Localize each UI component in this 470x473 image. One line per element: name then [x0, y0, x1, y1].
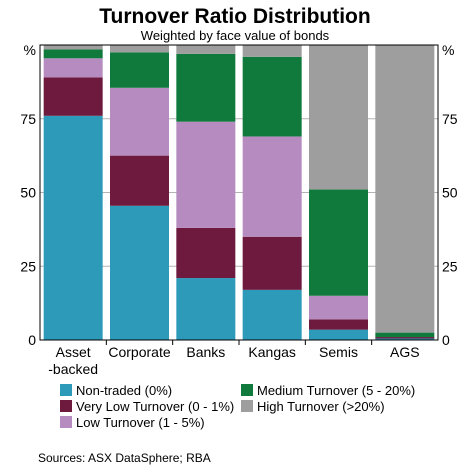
bar-segment [110, 52, 169, 88]
bar-segment [110, 155, 169, 206]
x-category-label: Corporate [108, 344, 170, 360]
bar-segment [375, 45, 435, 333]
y-tick-label-left: 75 [20, 111, 36, 127]
legend-label: Medium Turnover (5 - 20%) [257, 383, 415, 398]
y-tick-label-right: 25 [442, 258, 458, 274]
legend-swatch [60, 384, 72, 396]
legend: Non-traded (0%)Very Low Turnover (0 - 1%… [60, 383, 415, 430]
x-category-label: AGS [390, 344, 420, 360]
bar-segment [309, 329, 368, 340]
y-tick-label-left: 25 [20, 258, 36, 274]
y-tick-label-left: 50 [20, 185, 36, 201]
bar-segment [309, 319, 368, 330]
y-tick-label-right: 0 [442, 332, 450, 348]
bar-segment [309, 189, 368, 296]
legend-label: Low Turnover (1 - 5%) [76, 415, 205, 430]
bar-segment [242, 56, 302, 137]
legend-label: High Turnover (>20%) [257, 399, 385, 414]
legend-swatch [60, 416, 72, 428]
bar-segment [375, 338, 435, 340]
bar-segment [309, 45, 368, 190]
bar-segment [375, 337, 435, 339]
bar-segment [110, 87, 169, 156]
bar-segment [43, 58, 103, 78]
bars [43, 45, 435, 340]
y-tick-label-left: 0 [28, 332, 36, 348]
x-category-label: Semis [319, 344, 358, 360]
bar-segment [242, 236, 302, 290]
x-category-label: Banks [186, 344, 225, 360]
axes: 0 0 25 25 50 50 75 75% % Asset-backed Corporate Ban… [20, 42, 457, 377]
y-unit-left: % [24, 42, 36, 58]
source-note: Sources: ASX DataSphere; RBA [38, 451, 211, 465]
y-tick-label-right: 75 [442, 111, 458, 127]
legend-label: Non-traded (0%) [76, 383, 172, 398]
bar-segment [176, 278, 236, 340]
bar-segment [110, 205, 169, 340]
x-category-label: Kangas [248, 344, 295, 360]
bar-segment [43, 115, 103, 340]
bar-segment [242, 136, 302, 237]
bar-segment [309, 295, 368, 320]
x-category-label: -backed [48, 361, 98, 377]
bar-segment [43, 77, 103, 116]
legend-swatch [60, 400, 72, 412]
bar-segment [242, 289, 302, 340]
bar-segment [375, 332, 435, 338]
y-unit-right: % [442, 42, 454, 58]
x-category-label: Asset [56, 344, 91, 360]
bar-segment [43, 45, 103, 50]
bar-segment [176, 45, 236, 54]
bar-segment [176, 227, 236, 279]
legend-label: Very Low Turnover (0 - 1%) [76, 399, 234, 414]
chart-title: Turnover Ratio Distribution [99, 5, 370, 28]
chart-subtitle: Weighted by face value of bonds [141, 28, 330, 43]
bar-segment [43, 49, 103, 59]
bar-segment [176, 53, 236, 122]
bar-segment [110, 45, 169, 53]
y-tick-label-right: 50 [442, 185, 458, 201]
legend-swatch [241, 384, 253, 396]
bar-segment [176, 121, 236, 228]
bar-segment [242, 45, 302, 57]
legend-swatch [241, 400, 253, 412]
